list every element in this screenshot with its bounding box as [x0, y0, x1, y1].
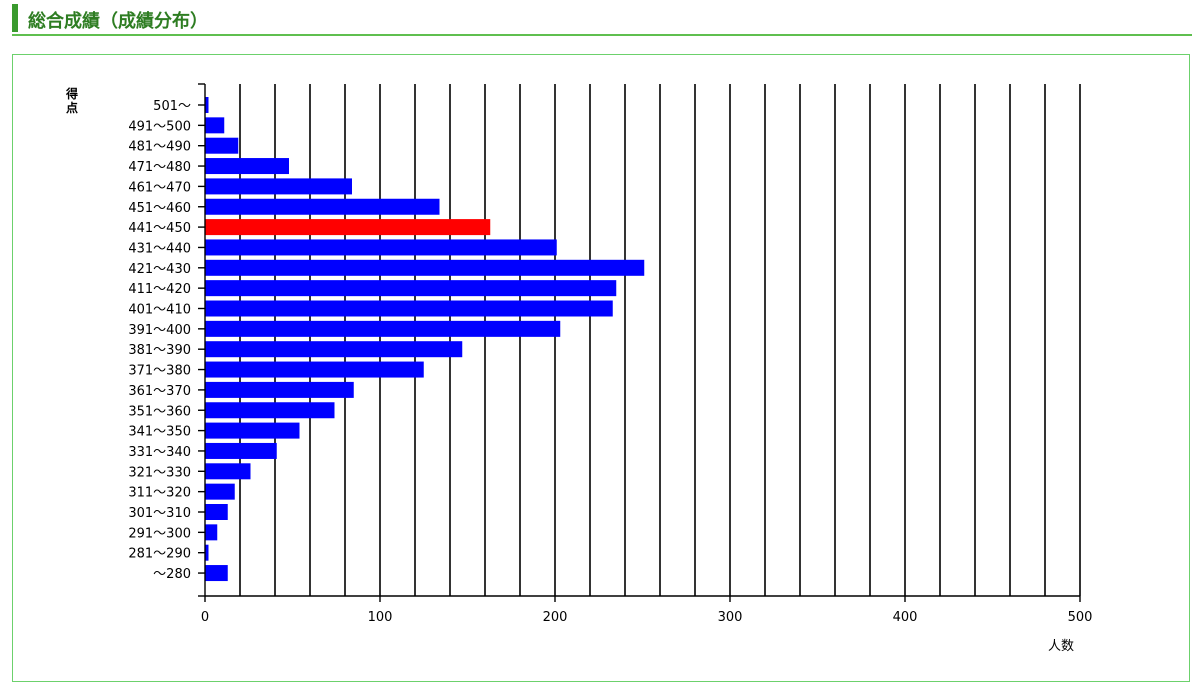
chart-frame [12, 54, 1190, 682]
bar [205, 544, 209, 561]
x-tick-label: 200 [543, 610, 568, 625]
labels: 0 100 200 300 400 500 501〜 491〜500 481〜490 471〜48… [65, 86, 1092, 654]
y-tick-label: 441〜450 [128, 221, 191, 236]
bar [205, 524, 218, 541]
bar [205, 422, 300, 439]
bar [205, 97, 209, 113]
axes [198, 83, 1081, 602]
bar [205, 239, 557, 256]
y-tick-label: 301〜310 [128, 506, 191, 521]
y-tick-label: 321〜330 [128, 465, 191, 480]
bar [205, 280, 617, 297]
y-tick-label: 501〜 [153, 99, 191, 114]
section-header: 総合成績（成績分布） [12, 4, 1192, 36]
x-tick-label: 300 [718, 610, 743, 625]
bar [205, 402, 335, 419]
y-tick-label: 491〜500 [128, 119, 191, 134]
y-tick-label: 421〜430 [128, 262, 191, 277]
y-tick-label: 391〜400 [128, 323, 191, 338]
y-tick-label: 451〜460 [128, 201, 191, 216]
y-tick-label: 361〜370 [128, 384, 191, 399]
bar [205, 504, 228, 520]
x-axis-title: 人数 [1048, 639, 1074, 654]
bar [205, 137, 239, 154]
y-tick-label: 431〜440 [128, 241, 191, 256]
y-tick-label: 461〜470 [128, 180, 191, 195]
x-tick-label: 0 [201, 610, 209, 625]
bar [205, 198, 440, 215]
y-tick-label: 411〜420 [128, 282, 191, 297]
bar [205, 361, 424, 378]
y-axis-title: 得点 [65, 86, 78, 115]
bars [205, 97, 645, 582]
bar [205, 565, 228, 582]
y-tick-label: 341〜350 [128, 425, 191, 440]
bar [205, 341, 463, 358]
bar [205, 158, 289, 175]
x-tick-label: 100 [368, 610, 393, 625]
x-tick-label: 500 [1068, 610, 1093, 625]
y-tick-label: 291〜300 [128, 526, 191, 541]
y-tick-label: 351〜360 [128, 404, 191, 419]
y-tick-label: 331〜340 [128, 445, 191, 460]
bar [205, 259, 645, 276]
y-tick-label: 481〜490 [128, 140, 191, 155]
y-tick-label: 401〜410 [128, 303, 191, 318]
y-tick-label: 281〜290 [128, 547, 191, 562]
y-tick-label: 381〜390 [128, 343, 191, 358]
y-tick-label: 471〜480 [128, 160, 191, 175]
bar [205, 178, 352, 195]
x-tick-label: 400 [893, 610, 918, 625]
section-title: 総合成績（成績分布） [28, 11, 208, 32]
bar [205, 463, 251, 480]
grid-lines [239, 84, 1081, 596]
bar [205, 483, 235, 500]
bar [205, 381, 354, 398]
y-tick-label: 〜280 [153, 567, 191, 582]
y-tick-label: 311〜320 [128, 486, 191, 501]
bar [205, 442, 277, 459]
bar-highlight [205, 219, 491, 236]
header-accent-bar [12, 4, 18, 32]
y-tick-label: 371〜380 [128, 364, 191, 379]
bar [205, 320, 561, 337]
bar [205, 117, 225, 134]
bar [205, 300, 613, 317]
